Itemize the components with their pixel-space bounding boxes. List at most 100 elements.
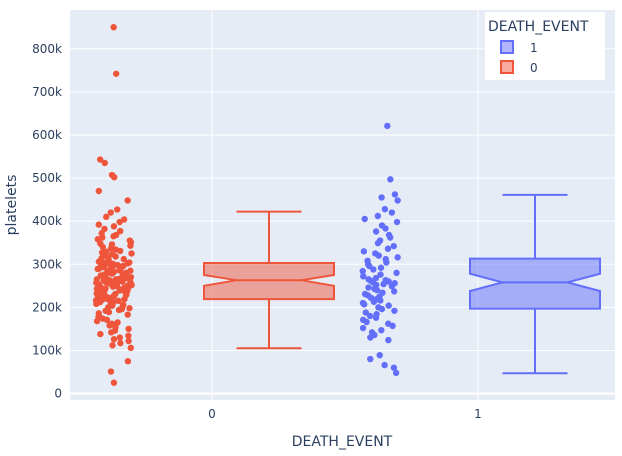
points-0 xyxy=(92,24,135,386)
y-axis-tick-labels: 0 100k 200k 300k 400k 500k 600k 700k 800k xyxy=(32,42,62,401)
data-point xyxy=(387,176,394,183)
data-point xyxy=(116,267,123,274)
data-point xyxy=(99,243,107,251)
data-point xyxy=(125,337,132,345)
y-tick-label: 400k xyxy=(32,214,62,228)
data-point xyxy=(391,307,398,314)
data-point xyxy=(114,206,121,213)
data-point xyxy=(126,305,133,312)
data-point xyxy=(380,280,387,288)
data-point xyxy=(388,283,396,290)
data-point xyxy=(392,369,400,377)
legend-item-1[interactable]: 1 xyxy=(500,40,538,55)
data-point xyxy=(112,253,119,260)
data-point xyxy=(389,322,396,330)
data-point xyxy=(360,248,368,255)
data-point xyxy=(103,316,111,324)
data-point xyxy=(110,223,118,230)
data-point xyxy=(107,368,115,375)
y-axis-title: platelets xyxy=(4,175,20,236)
data-point xyxy=(101,159,108,167)
data-point xyxy=(390,364,398,371)
y-tick-label: 100k xyxy=(32,343,62,357)
legend[interactable]: DEATH_EVENT 1 0 xyxy=(485,12,605,80)
notched-box xyxy=(469,257,601,310)
data-point xyxy=(366,312,374,320)
data-point xyxy=(376,351,383,359)
data-point xyxy=(124,197,131,204)
data-point xyxy=(385,278,392,285)
data-point xyxy=(384,245,392,252)
data-point xyxy=(110,336,118,343)
data-point xyxy=(125,332,132,339)
data-point xyxy=(109,283,117,290)
data-point xyxy=(109,342,116,349)
data-point xyxy=(385,336,392,344)
data-point xyxy=(390,242,397,250)
data-point xyxy=(121,295,128,303)
data-point xyxy=(125,325,132,333)
data-point xyxy=(382,225,389,232)
data-point xyxy=(95,221,102,228)
data-point xyxy=(105,308,113,316)
data-point xyxy=(95,187,103,195)
data-point xyxy=(94,265,101,273)
x-tick-label: 1 xyxy=(474,407,482,421)
data-point xyxy=(103,213,110,221)
data-point xyxy=(124,358,132,365)
data-point xyxy=(115,306,123,314)
data-point xyxy=(107,209,114,216)
data-point xyxy=(110,379,118,386)
data-point xyxy=(394,197,401,204)
legend-swatch-0 xyxy=(500,60,514,74)
y-tick-label: 0 xyxy=(54,387,62,401)
data-point xyxy=(110,293,117,301)
x-axis-title: DEATH_EVENT xyxy=(292,434,393,450)
legend-item-0[interactable]: 0 xyxy=(500,60,538,75)
data-point xyxy=(393,218,401,226)
data-point xyxy=(378,305,386,313)
plot-marks xyxy=(92,24,601,386)
data-point xyxy=(377,271,384,278)
legend-title: DEATH_EVENT xyxy=(488,19,589,35)
data-point xyxy=(377,264,385,271)
data-point xyxy=(381,205,389,213)
data-point xyxy=(359,267,366,275)
legend-swatch-1 xyxy=(500,40,514,54)
x-tick-label: 0 xyxy=(208,407,216,421)
data-point xyxy=(120,255,128,263)
data-point xyxy=(360,301,368,308)
data-point xyxy=(127,242,134,249)
y-tick-label: 700k xyxy=(32,85,62,99)
data-point xyxy=(391,191,399,198)
data-point xyxy=(378,194,385,201)
data-point xyxy=(116,287,123,294)
y-tick-label: 800k xyxy=(32,42,62,56)
data-point xyxy=(362,309,369,316)
data-point xyxy=(390,288,398,295)
data-point xyxy=(359,324,367,332)
box-1 xyxy=(469,193,601,375)
data-point xyxy=(373,286,381,294)
data-point xyxy=(110,24,117,31)
data-point xyxy=(116,218,123,226)
data-point xyxy=(97,330,104,338)
data-point xyxy=(363,318,370,326)
data-point xyxy=(370,298,378,305)
data-point xyxy=(97,272,104,279)
data-point xyxy=(112,70,120,77)
data-point xyxy=(374,212,382,220)
data-point xyxy=(384,122,391,130)
data-point xyxy=(367,355,374,363)
data-point xyxy=(111,174,118,181)
data-point xyxy=(117,339,124,347)
data-point xyxy=(127,344,135,352)
data-point xyxy=(388,209,396,216)
data-point xyxy=(367,334,374,341)
points-1 xyxy=(359,122,401,377)
data-point xyxy=(93,300,100,308)
data-point xyxy=(116,247,124,255)
data-point xyxy=(394,254,401,261)
y-tick-label: 500k xyxy=(32,171,62,185)
